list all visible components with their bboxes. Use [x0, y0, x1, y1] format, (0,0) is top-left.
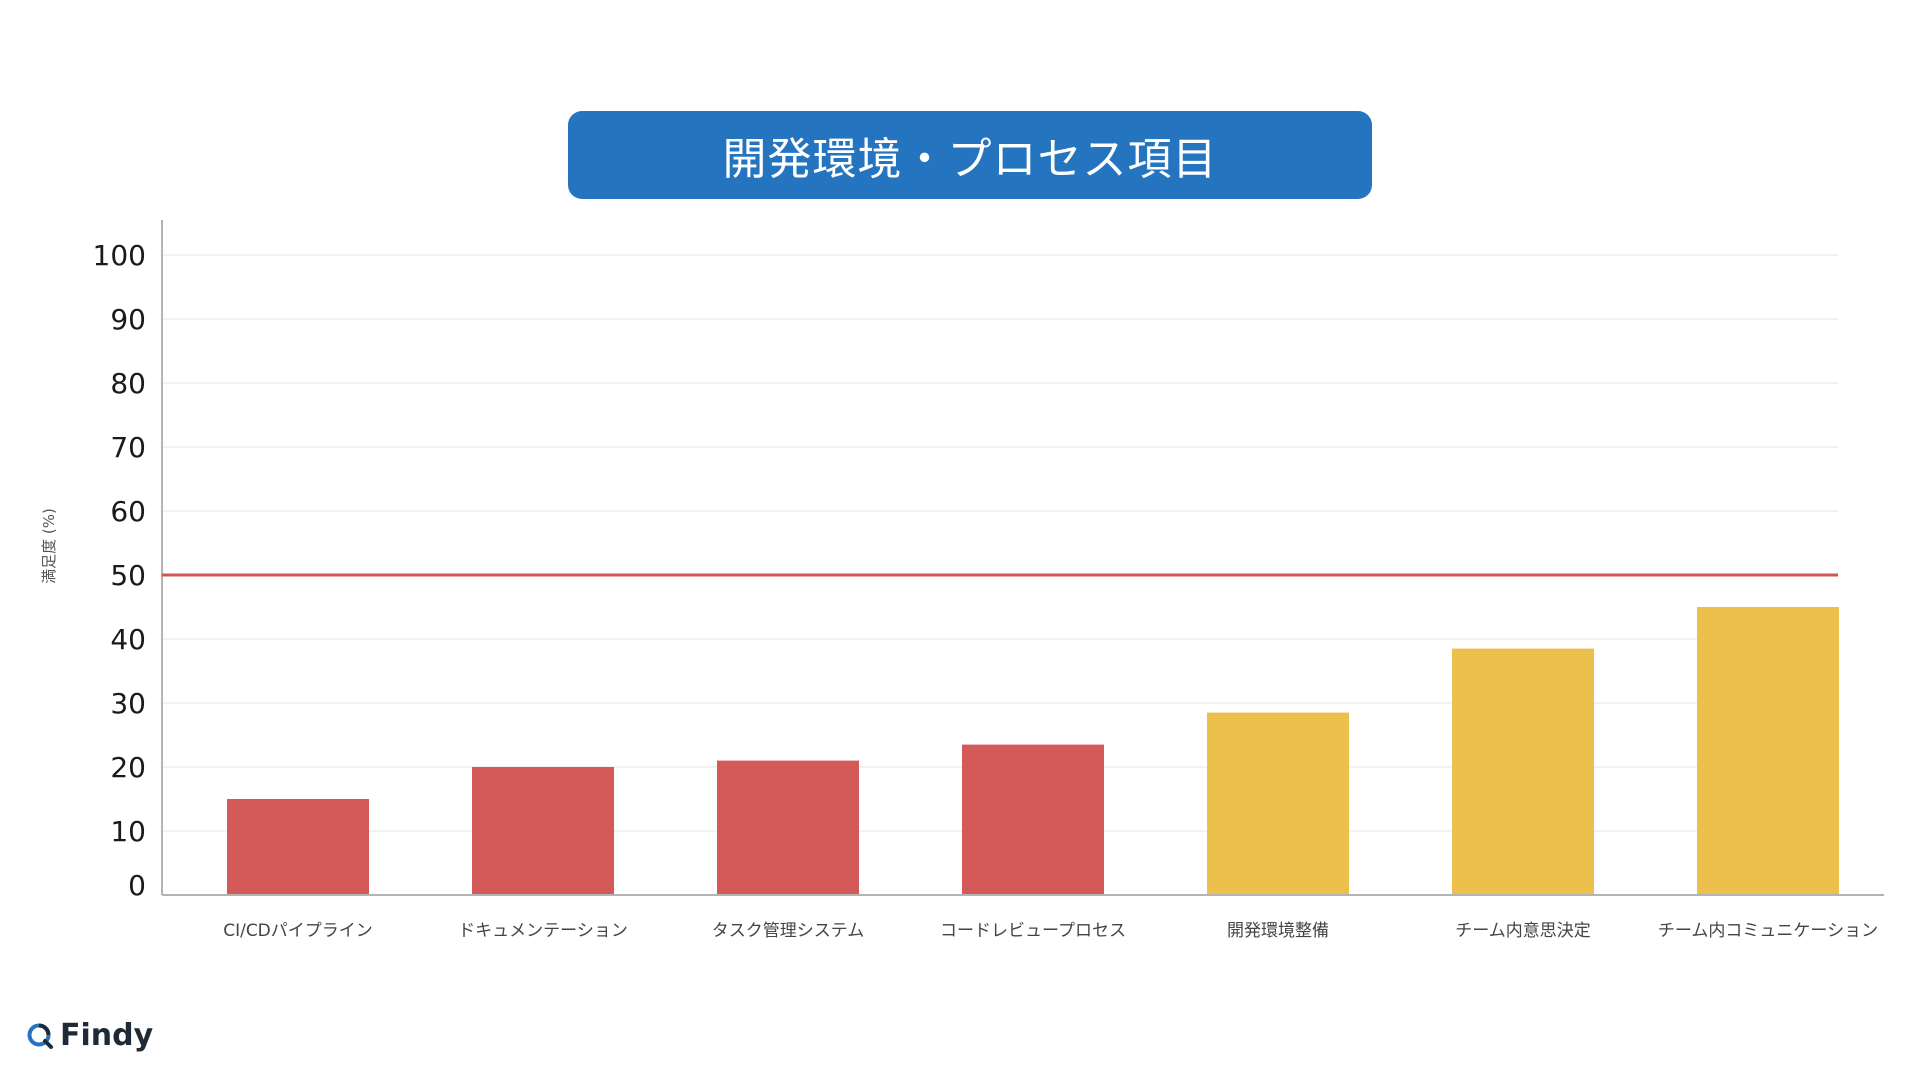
chart-title-banner: 開発環境・プロセス項目: [568, 111, 1372, 199]
bar: [962, 744, 1104, 895]
y-tick-label: 70: [110, 431, 146, 464]
bar: [1452, 648, 1594, 895]
y-tick-labels: 0 10 20 30 40 50 60 70 80 90 100: [93, 239, 146, 902]
y-tick-label: 50: [110, 559, 146, 592]
x-tick-label: チーム内コミュニケーション: [1658, 921, 1878, 941]
axes: [161, 220, 1884, 896]
x-tick-labels: CI/CDパイプライン ドキュメンテーション タスク管理システム コードレビュープロセ…: [223, 921, 1878, 941]
bar: [717, 760, 859, 895]
y-tick-label: 60: [110, 495, 146, 528]
y-tick-label: 0: [128, 869, 146, 902]
x-tick-label: チーム内意思決定: [1455, 921, 1591, 941]
bars: [227, 607, 1839, 895]
findy-logo-icon: [27, 1023, 53, 1049]
x-tick-label: CI/CDパイプライン: [223, 921, 373, 941]
bar: [1207, 712, 1349, 895]
y-tick-label: 90: [110, 303, 146, 336]
bar: [472, 767, 614, 895]
y-tick-label: 10: [110, 815, 146, 848]
x-tick-label: 開発環境整備: [1227, 921, 1329, 941]
y-tick-label: 30: [110, 687, 146, 720]
x-tick-label: タスク管理システム: [712, 921, 865, 941]
bar: [1697, 607, 1839, 895]
y-tick-label: 40: [110, 623, 146, 656]
y-tick-label: 20: [110, 751, 146, 784]
chart-title: 開発環境・プロセス項目: [722, 134, 1218, 185]
y-tick-label: 100: [93, 239, 146, 272]
x-tick-label: ドキュメンテーション: [458, 921, 628, 941]
y-axis-label: 満足度 (%): [40, 508, 58, 584]
findy-brand: Findy: [26, 1018, 153, 1053]
x-tick-label: コードレビュープロセス: [940, 921, 1126, 941]
y-tick-label: 80: [110, 367, 146, 400]
bar: [227, 799, 369, 895]
brand-name: Findy: [60, 1018, 154, 1053]
